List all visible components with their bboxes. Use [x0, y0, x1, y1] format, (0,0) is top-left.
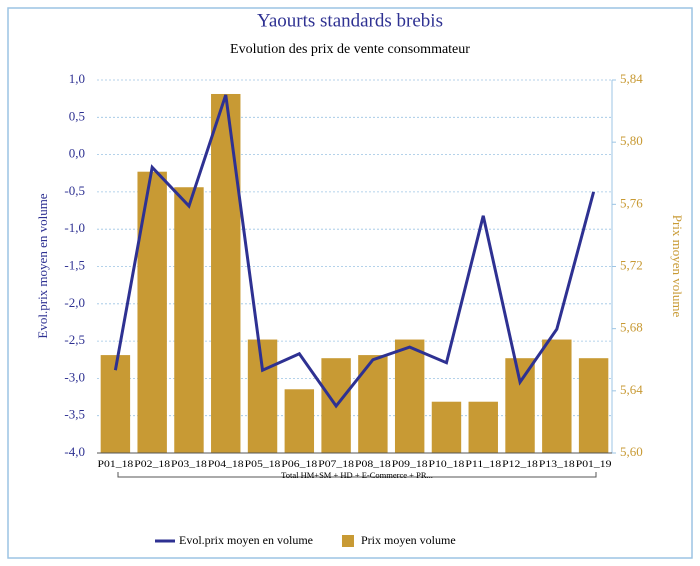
x-tick-label: P08_18	[355, 460, 391, 470]
legend-label: Prix moyen volume	[361, 533, 456, 547]
frame	[7, 7, 693, 559]
line	[113, 94, 596, 409]
y-tick-label: -0,5	[64, 183, 85, 198]
group-label: Total HM+SM + HD + E-Commerce + PR...	[281, 470, 433, 480]
x-tick-label: P10_18	[429, 460, 465, 470]
bar	[578, 358, 609, 453]
y-tick-label: -2,0	[64, 295, 85, 310]
y-tick-label: 0,0	[69, 146, 85, 161]
bar	[468, 401, 498, 453]
legend-swatch	[341, 535, 354, 547]
chart-subtitle: Evolution des prix de vente consommateur	[230, 42, 470, 57]
x-tick-label: P01_18	[98, 460, 134, 470]
y2-tick-label: 5,84	[620, 71, 643, 86]
y-tick-label: -4,0	[64, 444, 85, 459]
x-tick-label: P07_18	[318, 460, 354, 470]
x-tick-label: P12_18	[502, 460, 538, 470]
y-tick-label: -2,5	[64, 332, 85, 347]
legend-label: Evol.prix moyen en volume	[179, 533, 313, 547]
x-tick-label: P09_18	[392, 460, 428, 470]
y-tick-label: 0,5	[69, 108, 85, 123]
y2-tick-label: 5,72	[620, 257, 643, 272]
bar	[431, 401, 462, 453]
x-tick-label: P05_18	[245, 460, 281, 470]
bar	[542, 339, 572, 453]
bar	[284, 389, 315, 453]
x-tick-label: P11_18	[465, 460, 501, 470]
bar	[174, 187, 204, 454]
y-axis-label: Evol.prix moyen en volume	[35, 193, 50, 338]
y-tick-label: -3,5	[64, 407, 85, 422]
y-tick-label: -3,0	[64, 369, 85, 384]
y2-tick-label: 5,80	[620, 133, 643, 148]
group-bracket	[117, 472, 597, 478]
bar	[100, 355, 131, 453]
x-tick-label: P01_19	[576, 460, 612, 470]
bar	[505, 358, 535, 453]
x-tick-label: P13_18	[539, 460, 575, 470]
x-tick-label: P03_18	[171, 460, 207, 470]
y2-tick-label: 5,60	[620, 444, 643, 459]
y-tick-label: -1,5	[64, 257, 85, 272]
x-tick-label: P04_18	[208, 460, 244, 470]
bar	[358, 355, 388, 453]
bar	[137, 171, 167, 453]
y2-tick-label: 5,68	[620, 320, 643, 335]
bar	[394, 339, 425, 453]
y2-axis-label: Prix moyen volume	[670, 215, 685, 318]
y2-tick-label: 5,64	[620, 382, 643, 397]
x-tick-label: P02_18	[134, 460, 170, 470]
bar	[247, 339, 278, 453]
y-tick-label: -1,0	[64, 220, 85, 235]
y2-tick-label: 5,76	[620, 195, 643, 210]
chart-title: Yaourts standards brebis	[257, 10, 443, 31]
x-tick-label: P06_18	[281, 460, 317, 470]
bar	[211, 93, 241, 454]
y-tick-label: 1,0	[69, 71, 85, 86]
